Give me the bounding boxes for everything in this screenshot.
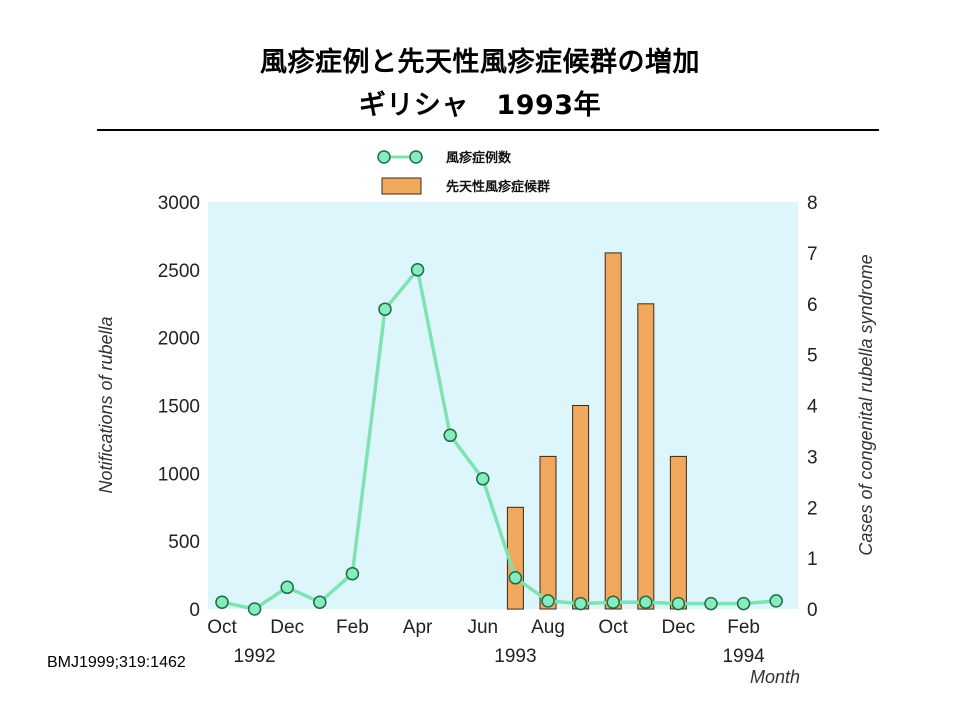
y-right-tick-label: 5	[807, 346, 818, 367]
rubella-cases-point	[606, 595, 620, 609]
y-right-tick-label: 1	[807, 549, 818, 570]
x-tick-label: Feb	[336, 617, 369, 638]
x-axis-title: Month	[750, 667, 800, 687]
y-left-tick-label: 1500	[158, 397, 200, 418]
rubella-cases-point	[769, 594, 783, 608]
rubella-cases-point	[280, 580, 294, 595]
chart-subtitle: ギリシャ 1993年	[358, 90, 602, 121]
legend-marker	[409, 150, 423, 164]
chart-title: 風疹症例と先天性風疹症候群の増加	[260, 47, 700, 78]
rubella-cases-point	[704, 596, 718, 611]
legend-bar-swatch	[381, 177, 422, 195]
source-citation: BMJ1999;319:1462	[47, 654, 186, 671]
y-right-tick-label: 3	[807, 447, 818, 468]
legend-marker	[377, 150, 391, 164]
x-tick-label: Oct	[207, 617, 237, 638]
y-left-tick-label: 0	[189, 600, 200, 621]
year-label: 1993	[494, 646, 536, 667]
crs-bar	[669, 455, 687, 610]
rubella-cases-point	[247, 602, 262, 616]
year-label: 1994	[722, 646, 765, 667]
y-right-tick-label: 4	[807, 397, 818, 418]
legend-label-crs: 先天性風疹症候群	[446, 179, 550, 195]
y-left-tick-label: 3000	[158, 193, 200, 214]
rubella-cases-point	[313, 595, 327, 609]
rubella-cases-point	[443, 428, 457, 443]
y-left-tick-label: 1000	[158, 464, 200, 485]
bars-layer	[506, 252, 687, 610]
y-right-tick-label: 7	[807, 244, 818, 265]
rubella-cases-point	[671, 596, 686, 611]
x-tick-label: Dec	[270, 617, 304, 638]
rubella-cases-point	[573, 596, 588, 611]
y-axis-left-title: Notifications of rubella	[96, 316, 116, 493]
rubella-cases-point	[215, 595, 229, 609]
x-tick-label: Dec	[662, 617, 696, 638]
title-divider	[97, 129, 879, 131]
x-tick-label: Apr	[403, 617, 433, 638]
y-left-tick-label: 500	[168, 532, 200, 553]
legend-label-cases: 風疹症例数	[446, 150, 512, 166]
rubella-cases-point	[410, 263, 425, 277]
y-left-tick-label: 2500	[158, 261, 200, 282]
year-label: 1992	[233, 646, 275, 667]
rubella-cases-point	[541, 594, 555, 608]
rubella-cases-point	[639, 595, 653, 609]
y-left-tick-label: 2000	[158, 329, 200, 350]
rubella-cases-point	[508, 571, 523, 585]
x-tick-label: Jun	[467, 617, 498, 638]
crs-bar	[539, 455, 557, 610]
plot-area	[208, 202, 798, 609]
crs-bar	[572, 405, 590, 610]
rubella-cases-point	[378, 302, 392, 316]
y-right-tick-label: 6	[807, 295, 818, 316]
x-tick-label: Feb	[727, 617, 760, 638]
x-tick-label: Aug	[531, 617, 565, 638]
x-tick-label: Oct	[598, 617, 628, 638]
rubella-cases-point	[476, 472, 490, 486]
crs-bar	[637, 303, 655, 610]
y-right-tick-label: 0	[807, 600, 818, 621]
y-axis-right-title: Cases of congenital rubella syndrome	[856, 254, 876, 555]
line-layer	[215, 263, 783, 616]
rubella-cases-point	[736, 596, 751, 611]
ticks-layer: 0 500 1000 1500 2000 2500 3000 0 1 2 3 4 5 6 7 8 Oct Dec F…	[158, 193, 818, 667]
legend: 風疹症例数 先天性風疹症候群	[377, 150, 550, 195]
rubella-cases-point	[345, 566, 360, 581]
y-right-tick-label: 2	[807, 498, 818, 519]
y-right-tick-label: 8	[807, 193, 818, 214]
crs-bar	[604, 252, 622, 610]
